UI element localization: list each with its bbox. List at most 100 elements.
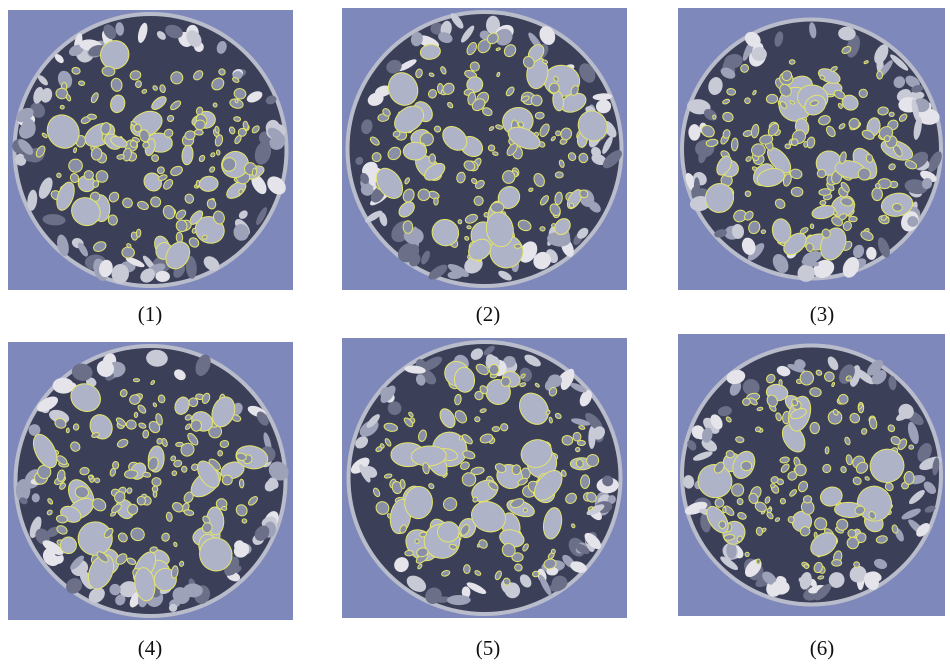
aggregate-outline — [181, 466, 187, 472]
aggregate-outline — [562, 435, 573, 445]
aggregate-outline — [789, 60, 795, 65]
aggregate-outline — [400, 479, 406, 489]
aggregate-outline — [142, 472, 150, 478]
panel-label: (2) — [476, 302, 501, 326]
aggregate-outline — [492, 426, 500, 431]
aggregate-outline — [742, 398, 751, 406]
aggregate-outline — [832, 560, 842, 566]
aggregate-outline — [512, 464, 522, 475]
panel-label: (6) — [810, 636, 835, 660]
aggregate-outline — [464, 565, 471, 574]
aggregate-outline — [804, 141, 808, 147]
panel-label: (5) — [476, 636, 501, 660]
aggregate-outline — [756, 559, 760, 564]
aggregate-outline — [171, 71, 183, 84]
aggregate-outline — [242, 518, 248, 523]
aggregate-outline — [803, 495, 812, 503]
aggregate-outline — [555, 172, 563, 178]
aggregate-outline — [134, 124, 142, 132]
aggregate-outline — [87, 114, 97, 120]
aggregate-outline — [488, 145, 495, 152]
aggregate-outline — [429, 154, 436, 163]
aggregate-outline — [723, 507, 726, 513]
aggregate-outline — [779, 380, 782, 386]
aggregate-outline — [489, 364, 499, 375]
aggregate-outline — [712, 115, 716, 120]
aggregate-outline — [731, 138, 738, 151]
aggregate-outline — [233, 116, 240, 121]
aggregate-outline — [766, 94, 778, 104]
aggregate-outline — [491, 202, 504, 213]
aggregate-outline — [484, 212, 489, 217]
aggregate-outline — [555, 131, 561, 137]
aggregate-outline — [817, 169, 826, 178]
aggregate-outline — [134, 412, 138, 417]
aggregate-outline — [68, 159, 82, 173]
aggregate-outline — [820, 200, 826, 205]
aggregate-outline — [467, 225, 472, 229]
aggregate-outline — [176, 232, 183, 243]
aggregate-outline — [756, 527, 763, 536]
aggregate-outline — [904, 471, 914, 484]
aggregate-outline — [889, 112, 894, 117]
stone — [688, 124, 700, 141]
aggregate-outline — [434, 198, 439, 206]
specimen-image — [342, 8, 627, 290]
panel-label: (3) — [810, 302, 835, 326]
aggregate-outline — [876, 71, 883, 79]
panel-label: (4) — [138, 636, 163, 660]
aggregate-outline — [94, 478, 100, 483]
aggregate-outline — [235, 99, 239, 104]
aggregate-outline — [532, 571, 539, 578]
aggregate-outline — [419, 532, 426, 538]
aggregate-outline — [724, 534, 735, 541]
aggregate-outline — [403, 221, 413, 234]
aggregate-outline — [791, 187, 803, 197]
aggregate-outline — [112, 461, 118, 469]
specimen-image — [342, 338, 627, 618]
aggregate-outline — [66, 428, 69, 433]
panel-label: (1) — [138, 302, 163, 326]
page: (1)(2)(3)(4)(5)(6) (() => { const data =… — [0, 0, 950, 670]
aggregate-outline — [142, 430, 149, 439]
specimen-image — [678, 8, 945, 290]
aggregate-outline — [88, 475, 93, 479]
aggregate-outline — [196, 180, 200, 187]
aggregate-outline — [849, 216, 858, 222]
aggregate-outline — [239, 479, 244, 488]
aggregate-outline — [909, 445, 914, 449]
aggregate-outline — [535, 112, 545, 120]
aggregate-outline — [143, 142, 150, 148]
aggregate-outline — [474, 416, 480, 422]
aggregate-outline — [60, 105, 64, 109]
aggregate-outline — [73, 424, 79, 431]
aggregate-outline — [459, 436, 463, 441]
aggregate-outline — [577, 440, 585, 446]
aggregate-outline — [252, 168, 257, 176]
stone — [447, 595, 471, 605]
aggregate-outline — [500, 423, 508, 431]
specimen-image — [678, 334, 945, 616]
aggregate-outline — [800, 371, 814, 385]
aggregate-outline — [872, 188, 883, 201]
aggregate-outline — [217, 450, 222, 456]
specimen-image — [8, 10, 293, 290]
aggregate-outline — [191, 419, 202, 431]
aggregate-outline — [551, 549, 555, 553]
aggregate-outline — [405, 550, 414, 556]
aggregate-outline — [761, 230, 766, 234]
aggregate-outline — [136, 229, 141, 238]
aggregate-outline — [810, 224, 814, 229]
aggregate-outline — [514, 244, 521, 248]
aggregate-outline — [78, 81, 85, 86]
figure: (1) (2) (3) (4) (5) (6) — [0, 0, 950, 670]
aggregate-outline — [216, 150, 220, 155]
aggregate-outline — [502, 171, 515, 184]
aggregate-outline — [540, 226, 546, 231]
aggregate-outline — [810, 422, 820, 434]
aggregate-outline — [133, 379, 139, 382]
aggregate-outline — [580, 475, 589, 489]
stone — [771, 580, 789, 594]
aggregate-outline — [403, 142, 427, 160]
specimen-image — [8, 342, 293, 620]
